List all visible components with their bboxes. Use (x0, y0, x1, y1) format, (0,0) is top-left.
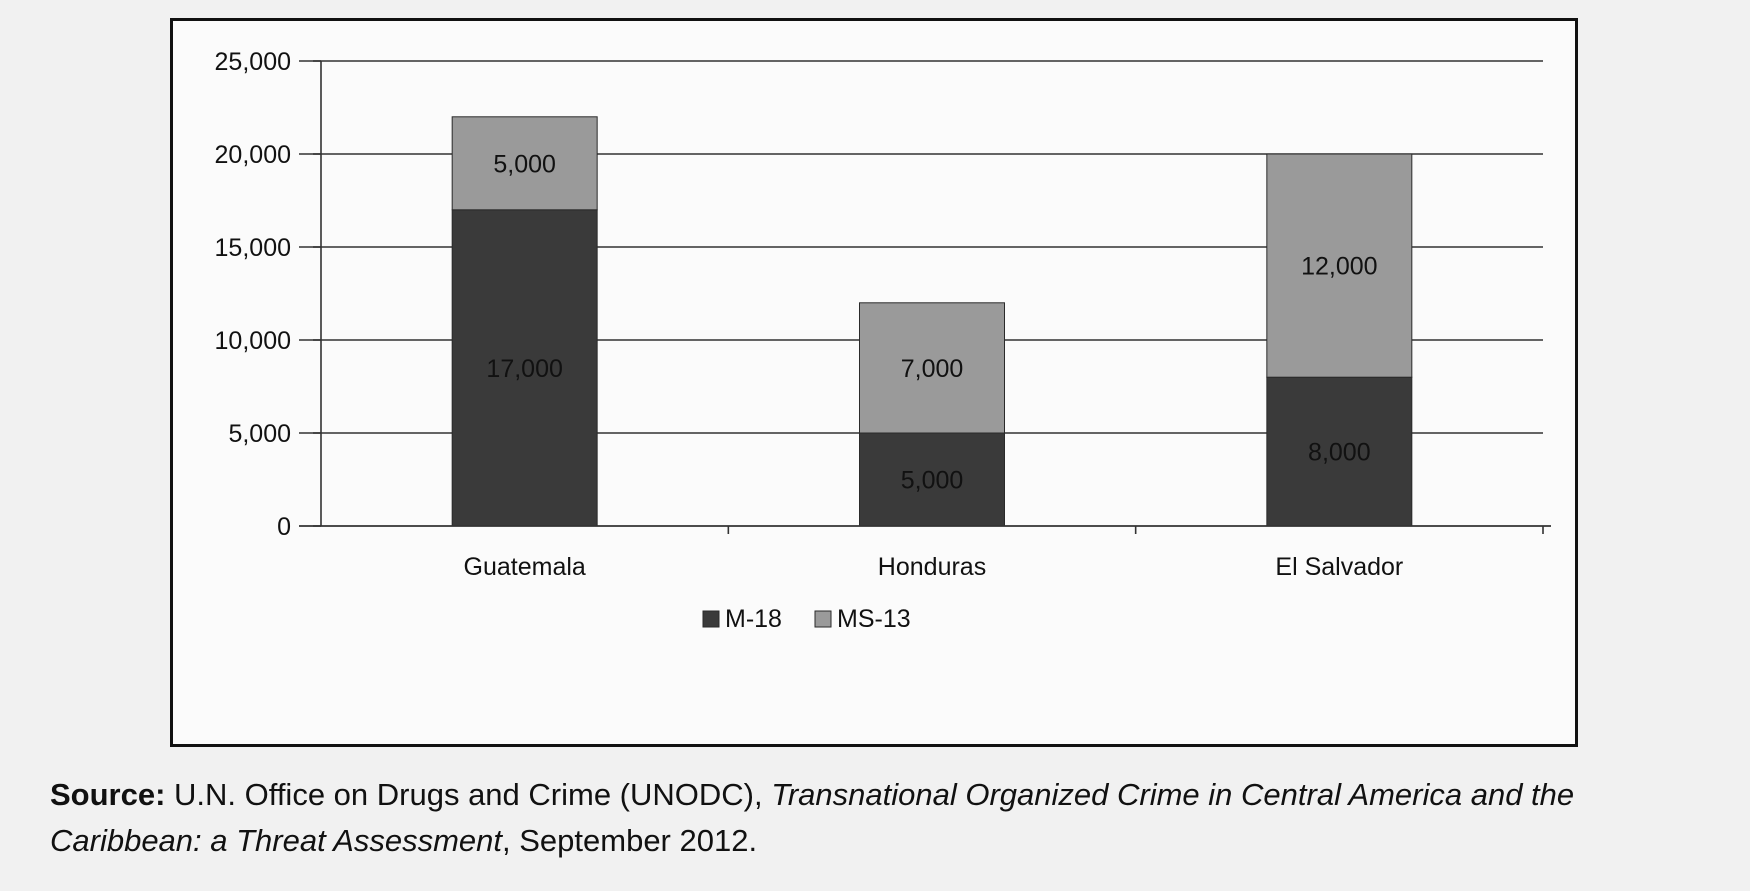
source-note: Source: U.N. Office on Drugs and Crime (… (50, 772, 1730, 864)
bar-m-18 (451, 209, 598, 527)
legend: M-18 MS-13 (702, 605, 911, 633)
data-label: 17,000 (486, 355, 562, 383)
x-tick-label: El Salvador (1275, 553, 1403, 581)
source-text-end: , September 2012. (502, 823, 758, 858)
x-tick-label: Honduras (878, 553, 986, 581)
y-tick-label: 15,000 (215, 234, 291, 262)
legend-label: M-18 (725, 605, 782, 633)
legend-swatch-ms-13 (814, 610, 832, 628)
x-tick-label: Guatemala (464, 553, 586, 581)
axes: 0 5,000 10,000 15,000 20,000 25,000 Guatemala H… (215, 48, 1551, 581)
y-tick-label: 5,000 (228, 420, 291, 448)
legend-swatch-m-18 (702, 610, 720, 628)
legend-label: MS-13 (837, 605, 911, 633)
data-label: 5,000 (493, 150, 556, 178)
y-tick-label: 25,000 (215, 48, 291, 76)
source-text: U.N. Office on Drugs and Crime (UNODC), (165, 777, 772, 812)
bar-ms-13 (451, 116, 598, 211)
bar-ms-13 (1266, 153, 1413, 378)
y-tick-label: 20,000 (215, 141, 291, 169)
y-tick-label: 10,000 (215, 327, 291, 355)
data-label: 12,000 (1301, 253, 1377, 281)
bars: 17,000 5,000 5,000 7,000 8,000 12,000 (451, 116, 1413, 527)
bar-ms-13 (859, 302, 1005, 434)
source-title: Transnational Organized Crime in Central… (50, 777, 1575, 858)
source-label: Source: (50, 777, 166, 812)
y-tick-label: 0 (277, 513, 291, 541)
chart-frame: 17,000 5,000 5,000 7,000 8,000 12,000 0 5,000 1… (170, 18, 1578, 747)
data-label: 8,000 (1308, 439, 1371, 467)
data-label: 5,000 (901, 467, 964, 495)
data-label: 7,000 (901, 355, 964, 383)
